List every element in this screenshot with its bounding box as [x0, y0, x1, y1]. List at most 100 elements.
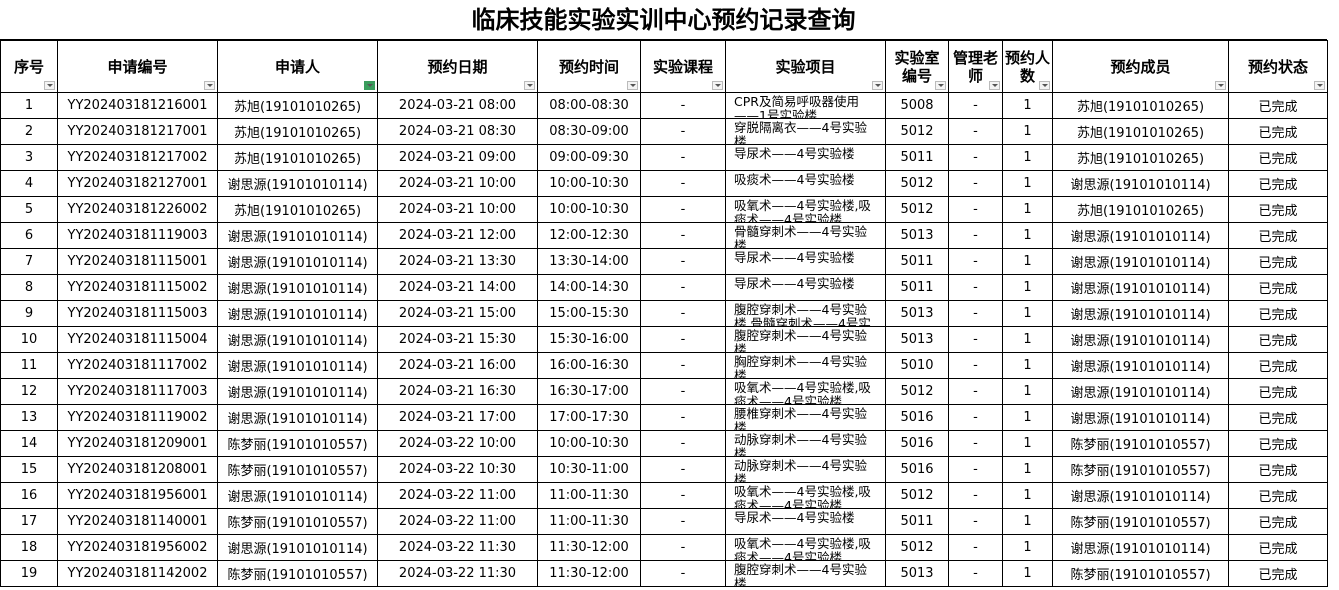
cell-text: 已完成	[1258, 256, 1298, 271]
cell-text: 陈梦丽(19101010557)	[227, 568, 368, 583]
cell-text: 2024-03-21 16:30	[398, 384, 517, 399]
cell-text: 谢思源(19101010114)	[227, 412, 368, 427]
cell: 5016	[885, 456, 949, 483]
filter-button[interactable]	[872, 81, 883, 90]
cell: -	[948, 326, 1003, 353]
cell: 吸氧术——4号实验楼,吸痰术——4号实验楼	[725, 482, 886, 509]
cell: 5011	[885, 274, 949, 301]
cell-text: 陈梦丽(19101010557)	[227, 438, 368, 453]
cell-text: -	[680, 540, 686, 555]
data-row: 17 YY202403181140001 陈梦丽(19101010557) 2024-…	[0, 508, 1328, 535]
cell-text: -	[680, 332, 686, 347]
filter-button[interactable]	[524, 81, 535, 90]
filter-button[interactable]	[1215, 81, 1226, 90]
cell: -	[948, 378, 1003, 405]
data-row: 15 YY202403181208001 陈梦丽(19101010557) 2024-…	[0, 456, 1328, 483]
cell: -	[948, 144, 1003, 171]
cell: 陈梦丽(19101010557)	[1052, 508, 1229, 535]
cell-text: 2024-03-21 09:00	[398, 150, 517, 165]
cell: 已完成	[1228, 222, 1328, 249]
cell: 谢思源(19101010114)	[217, 482, 378, 509]
cell-text: 2024-03-21 13:30	[398, 254, 517, 269]
cell: 12	[0, 378, 58, 405]
filter-button[interactable]	[204, 81, 215, 90]
cell: 1	[1002, 196, 1053, 223]
cell-text: 动脉穿刺术——4号实验楼	[734, 432, 867, 456]
cell: 已完成	[1228, 248, 1328, 275]
cell: 导尿术——4号实验楼	[725, 248, 886, 275]
cell-text: 18	[20, 540, 38, 555]
filter-button[interactable]	[989, 81, 1000, 90]
cell-text: YY202403181115002	[67, 280, 208, 295]
cell-text: 7	[24, 254, 34, 269]
cell-text: 5013	[900, 228, 934, 243]
filter-button[interactable]	[364, 81, 375, 90]
cell: 导尿术——4号实验楼	[725, 508, 886, 535]
cell-text: YY202403181119003	[67, 228, 208, 243]
filter-button[interactable]	[627, 81, 638, 90]
column-header: 预约时间	[537, 40, 641, 93]
cell: 5016	[885, 430, 949, 457]
cell: 已完成	[1228, 118, 1328, 145]
cell-text: 11:30-12:00	[549, 540, 629, 555]
cell-text: 已完成	[1258, 308, 1298, 323]
filter-button[interactable]	[712, 81, 723, 90]
filter-button[interactable]	[935, 81, 946, 90]
cell-text: 5011	[900, 280, 934, 295]
cell-text: 谢思源(19101010114)	[1070, 490, 1211, 505]
cell-text: 谢思源(19101010114)	[1070, 334, 1211, 349]
cell-text: 15:30-16:00	[549, 332, 629, 347]
cell-text: 16	[20, 488, 38, 503]
cell-text: YY202403181226002	[67, 202, 208, 217]
cell-text: YY202403181140001	[67, 514, 208, 529]
cell: 2024-03-21 15:00	[377, 300, 538, 327]
cell-text: 谢思源(19101010114)	[1070, 178, 1211, 193]
cell: 2024-03-21 16:30	[377, 378, 538, 405]
cell-text: 谢思源(19101010114)	[227, 178, 368, 193]
cell-text: 1	[1023, 436, 1032, 451]
cell: 2024-03-21 15:30	[377, 326, 538, 353]
cell: -	[640, 482, 726, 509]
column-header: 实验室编号	[885, 40, 949, 93]
cell: 已完成	[1228, 300, 1328, 327]
cell-text: 3	[24, 150, 34, 165]
cell: 8	[0, 274, 58, 301]
cell-text: YY202403181209001	[67, 436, 208, 451]
column-header: 预约状态	[1228, 40, 1328, 93]
header-text: 预约时间	[558, 57, 619, 76]
cell: YY202403181140001	[57, 508, 218, 535]
cell-text: -	[973, 176, 978, 191]
cell: 谢思源(19101010114)	[1052, 482, 1229, 509]
cell: 1	[1002, 118, 1053, 145]
cell-text: 陈梦丽(19101010557)	[227, 464, 368, 479]
cell: 5008	[885, 92, 949, 119]
cell: 19	[0, 560, 58, 587]
cell: 11:00-11:30	[537, 508, 641, 535]
cell-text: 已完成	[1258, 516, 1298, 531]
cell: 谢思源(19101010114)	[1052, 326, 1229, 353]
cell-text: -	[680, 176, 686, 191]
header-text: 预约日期	[427, 57, 488, 76]
cell: 18	[0, 534, 58, 561]
cell-text: YY202403181115004	[67, 332, 208, 347]
cell: 苏旭(19101010265)	[1052, 92, 1229, 119]
cell: 吸氧术——4号实验楼,吸痰术——4号实验楼	[725, 378, 886, 405]
cell-text: 陈梦丽(19101010557)	[227, 516, 368, 531]
cell: 2024-03-22 11:00	[377, 508, 538, 535]
cell-text: 1	[1023, 462, 1032, 477]
cell-text: -	[680, 410, 686, 425]
filter-button[interactable]	[1314, 81, 1325, 90]
cell: 08:30-09:00	[537, 118, 641, 145]
filter-button[interactable]	[1039, 81, 1050, 90]
cell-text: -	[680, 358, 686, 373]
cell: 9	[0, 300, 58, 327]
cell: 09:00-09:30	[537, 144, 641, 171]
cell-text: 08:30-09:00	[549, 124, 629, 139]
header-text: 管理老师	[952, 48, 998, 85]
filter-button[interactable]	[44, 81, 55, 90]
data-row: 14 YY202403181209001 陈梦丽(19101010557) 2024-…	[0, 430, 1328, 457]
cell: 2024-03-21 14:00	[377, 274, 538, 301]
cell: 已完成	[1228, 378, 1328, 405]
cell-text: 1	[1023, 488, 1032, 503]
column-header: 预约人数	[1002, 40, 1053, 93]
